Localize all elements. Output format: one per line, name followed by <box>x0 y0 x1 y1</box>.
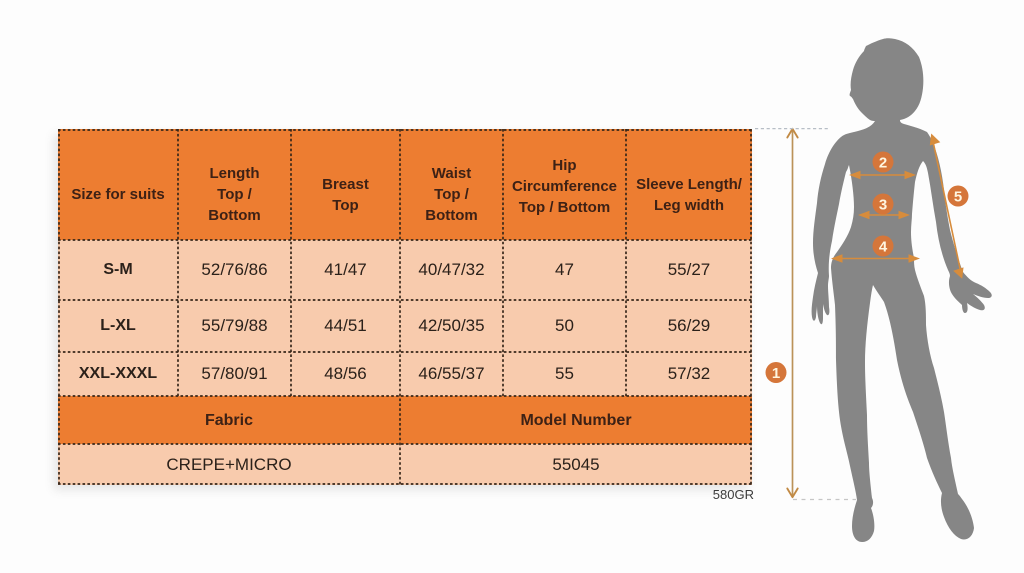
svg-text:4: 4 <box>879 238 888 255</box>
svg-text:1: 1 <box>772 365 780 382</box>
svg-text:5: 5 <box>954 188 962 205</box>
svg-text:2: 2 <box>879 154 887 171</box>
svg-text:3: 3 <box>879 196 887 213</box>
